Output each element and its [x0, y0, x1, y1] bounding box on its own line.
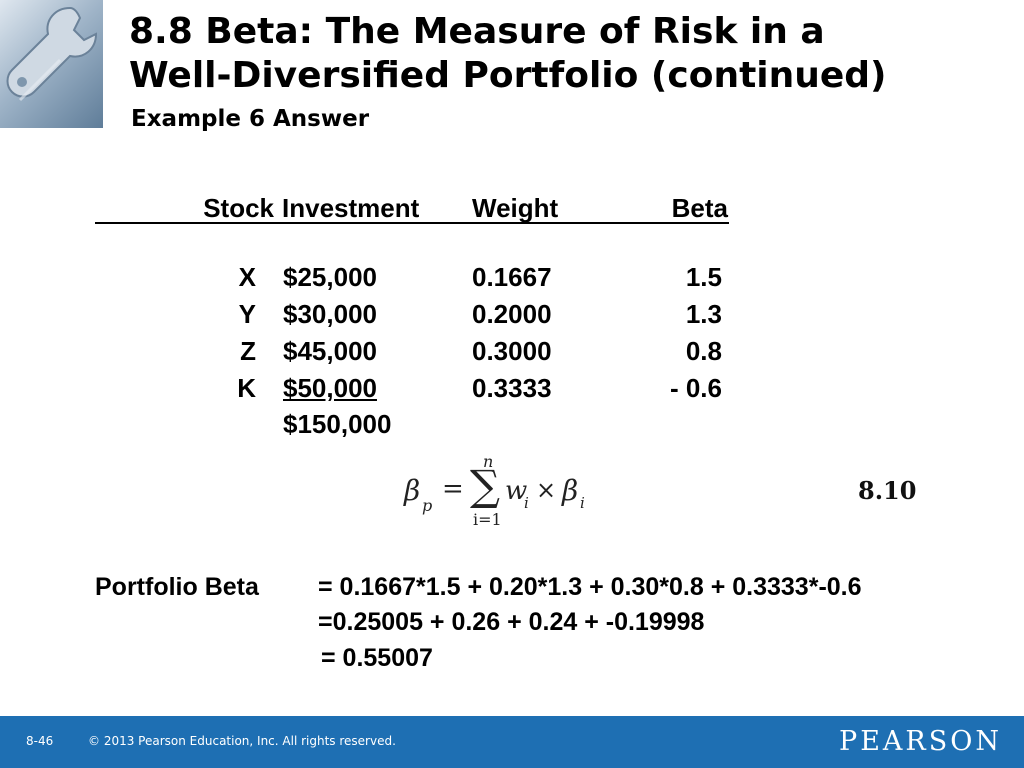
formula-beta-i: β: [562, 474, 579, 507]
page-number: 8-46: [26, 734, 54, 748]
cell-weight: 0.2000: [472, 299, 552, 329]
formula-beta-p-sub: p: [422, 496, 433, 515]
cell-investment: $25,000: [283, 262, 377, 292]
footer-bar: 8-46 © 2013 Pearson Education, Inc. All …: [0, 716, 1024, 768]
cell-weight: 0.3333: [472, 373, 552, 403]
formula-equals: =: [442, 474, 464, 504]
portfolio-beta-line-1: = 0.1667*1.5 + 0.20*1.3 + 0.30*0.8 + 0.3…: [318, 573, 862, 601]
cell-investment: $45,000: [283, 336, 377, 366]
cell-weight: 0.1667: [472, 262, 552, 292]
header-stock: Stock: [203, 193, 274, 223]
formula-sum-upper: n: [483, 452, 494, 471]
formula-beta-i-sub: i: [580, 494, 585, 512]
equation-number: 8.10: [858, 476, 917, 505]
title-line-1: 8.8 Beta: The Measure of Risk in a: [129, 11, 825, 52]
cell-weight: 0.3000: [472, 336, 552, 366]
formula-times: ×: [536, 476, 557, 504]
header-beta: Beta: [671, 193, 728, 223]
formula-w: w: [505, 476, 528, 506]
header-underline: [95, 222, 729, 224]
wrench-icon: [0, 0, 103, 128]
header-investment: Investment: [282, 193, 420, 223]
cell-beta: - 0.6: [669, 373, 722, 403]
copyright-text: © 2013 Pearson Education, Inc. All right…: [88, 734, 396, 748]
cell-stock: Y: [238, 299, 256, 329]
portfolio-beta-line-3: = 0.55007: [321, 644, 433, 672]
slide-subtitle: Example 6 Answer: [131, 106, 370, 132]
portfolio-beta-label: Portfolio Beta: [95, 573, 259, 601]
cell-stock: K: [237, 373, 256, 403]
cell-beta: 1.3: [685, 299, 722, 329]
cell-stock: Z: [240, 336, 256, 366]
cell-investment: $30,000: [283, 299, 377, 329]
formula-beta-p: β: [404, 474, 421, 507]
formula-sum-lower: i=1: [473, 510, 502, 529]
portfolio-beta-line-2: =0.25005 + 0.26 + 0.24 + -0.19998: [318, 608, 705, 636]
formula-w-sub: i: [524, 494, 529, 512]
investment-total: $150,000: [283, 409, 392, 439]
cell-beta: 0.8: [685, 336, 722, 366]
cell-investment: $50,000: [283, 373, 377, 403]
pearson-logo: PEARSON: [839, 726, 1002, 757]
title-line-2: Well-Diversified Portfolio (continued): [129, 55, 887, 96]
cell-stock: X: [238, 262, 256, 292]
sigma-icon: ∑: [470, 461, 500, 510]
slide-title: 8.8 Beta: The Measure of Risk in a Well-…: [129, 10, 887, 98]
cell-beta: 1.5: [685, 262, 722, 292]
header-weight: Weight: [472, 193, 559, 223]
beta-formula: β p = n ∑ i=1 w i × β i: [400, 452, 600, 532]
